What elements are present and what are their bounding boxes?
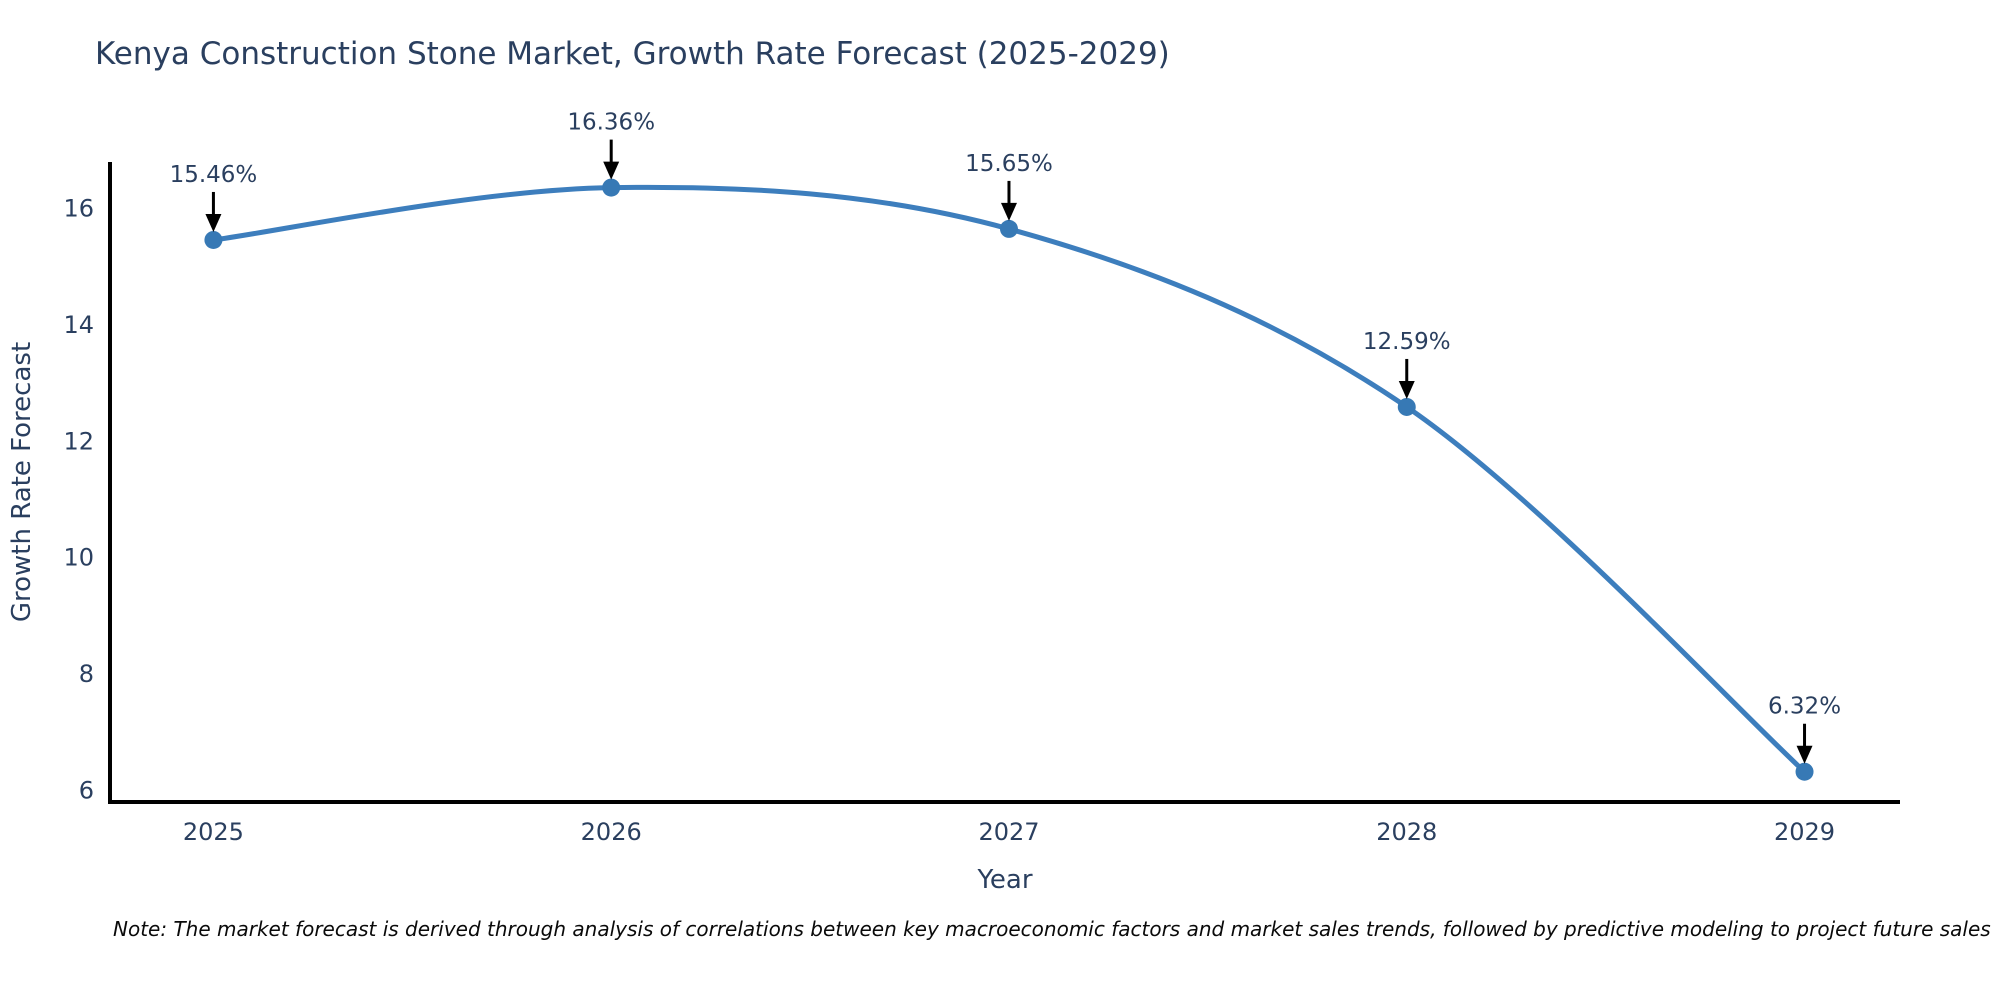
- y-tick-label: 8: [79, 660, 94, 688]
- y-tick-label: 14: [63, 311, 94, 339]
- data-point-marker: [204, 230, 223, 249]
- chart-title: Kenya Construction Stone Market, Growth …: [95, 36, 1170, 72]
- y-axis-title: Growth Rate Forecast: [7, 342, 37, 622]
- x-tick-label: 2027: [978, 818, 1039, 846]
- annotation-label: 6.32%: [1768, 694, 1841, 720]
- annotation-label: 15.65%: [965, 151, 1053, 177]
- y-tick-label: 6: [79, 776, 94, 804]
- annotation-arrow-head: [1398, 380, 1415, 399]
- data-point-marker: [999, 219, 1018, 238]
- data-point-marker: [1397, 397, 1416, 416]
- annotation-label: 15.46%: [170, 162, 258, 188]
- annotation-arrow-head: [603, 161, 620, 180]
- annotation-arrow-head: [1796, 745, 1813, 764]
- y-tick-label: 10: [63, 544, 94, 572]
- annotation-arrow-head: [205, 213, 222, 232]
- footnote: Note: The market forecast is derived thr…: [113, 917, 1991, 941]
- y-tick-label: 16: [63, 195, 94, 223]
- x-axis-title: Year: [976, 865, 1032, 895]
- y-tick-label: 12: [63, 427, 94, 455]
- series-line: [210, 184, 1808, 775]
- annotation-label: 16.36%: [567, 110, 655, 136]
- annotation-label: 12.59%: [1363, 329, 1451, 355]
- x-tick-label: 2029: [1774, 818, 1835, 846]
- x-tick-label: 2026: [581, 818, 642, 846]
- data-point-marker: [602, 178, 621, 197]
- data-point-marker: [1795, 762, 1814, 781]
- x-tick-label: 2025: [183, 818, 244, 846]
- x-tick-label: 2028: [1376, 818, 1437, 846]
- annotation-arrow-head: [1000, 202, 1017, 221]
